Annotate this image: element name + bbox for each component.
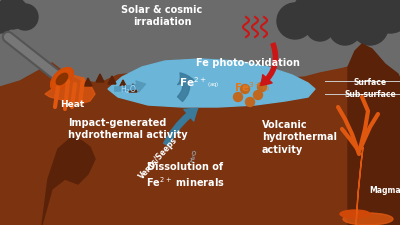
Text: Fe photo-oxidation: Fe photo-oxidation <box>196 58 300 68</box>
Text: Sub-surface: Sub-surface <box>344 90 396 99</box>
FancyArrowPatch shape <box>115 82 145 92</box>
Text: H$_2$O: H$_2$O <box>189 147 201 163</box>
Circle shape <box>240 85 250 94</box>
Polygon shape <box>56 74 68 85</box>
Circle shape <box>368 0 400 34</box>
Polygon shape <box>0 64 400 225</box>
Circle shape <box>0 0 28 30</box>
Text: Dissolution of
Fe$^{2+}$ minerals: Dissolution of Fe$^{2+}$ minerals <box>146 161 224 189</box>
Text: Impact-generated
hydrothermal activity: Impact-generated hydrothermal activity <box>68 117 188 140</box>
Text: Magma: Magma <box>369 185 400 194</box>
Circle shape <box>0 6 14 34</box>
Circle shape <box>234 93 242 102</box>
Text: Heat: Heat <box>60 99 84 108</box>
Circle shape <box>337 0 393 36</box>
Circle shape <box>246 98 254 107</box>
Circle shape <box>277 4 313 40</box>
Text: $_{\sf(s)}$: $_{\sf(s)}$ <box>262 85 270 95</box>
Polygon shape <box>108 77 116 85</box>
Text: Fe$^{3+}$: Fe$^{3+}$ <box>234 80 262 93</box>
Polygon shape <box>310 64 400 225</box>
Circle shape <box>306 14 334 42</box>
Polygon shape <box>45 75 95 105</box>
Circle shape <box>352 10 388 46</box>
Polygon shape <box>84 79 92 87</box>
Circle shape <box>329 14 361 46</box>
Circle shape <box>254 91 262 100</box>
Ellipse shape <box>343 213 393 225</box>
Polygon shape <box>108 60 315 108</box>
Polygon shape <box>96 75 104 83</box>
Text: Surface: Surface <box>354 78 386 87</box>
Polygon shape <box>356 147 363 225</box>
Text: Fe$^{2+}$: Fe$^{2+}$ <box>179 75 207 88</box>
Polygon shape <box>348 45 400 225</box>
Polygon shape <box>42 137 95 225</box>
Polygon shape <box>129 85 137 93</box>
Text: Volcanic
hydrothermal
activity: Volcanic hydrothermal activity <box>262 119 337 154</box>
Polygon shape <box>51 68 74 91</box>
Circle shape <box>258 83 266 92</box>
Circle shape <box>12 5 38 31</box>
Text: Vents/Seeps: Vents/Seeps <box>137 135 179 181</box>
FancyArrowPatch shape <box>178 74 194 102</box>
Ellipse shape <box>340 210 370 218</box>
FancyArrowPatch shape <box>164 109 198 146</box>
Text: Solar & cosmic
irradiation: Solar & cosmic irradiation <box>121 5 203 27</box>
Circle shape <box>314 0 366 36</box>
Polygon shape <box>119 81 127 89</box>
FancyArrowPatch shape <box>260 44 278 86</box>
Circle shape <box>293 0 337 36</box>
Text: $_{\sf(aq)}$: $_{\sf(aq)}$ <box>207 80 220 89</box>
Text: H$_2$O: H$_2$O <box>120 84 136 96</box>
Polygon shape <box>51 68 74 91</box>
